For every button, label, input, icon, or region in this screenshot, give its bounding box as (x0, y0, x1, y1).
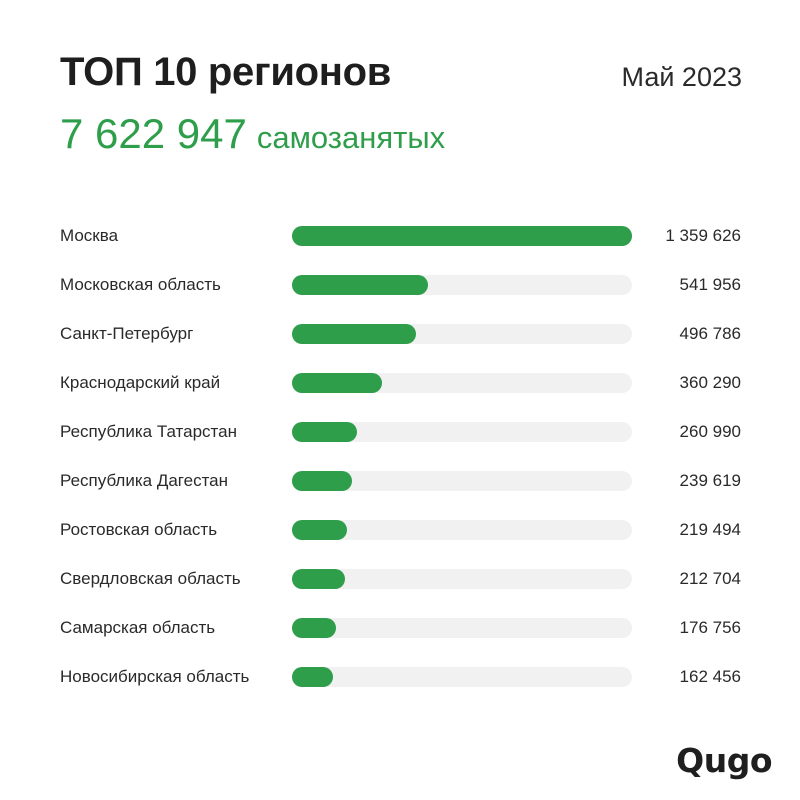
chart-row: Санкт-Петербург 496 786 (60, 310, 745, 358)
bar (292, 226, 632, 246)
bar-track (292, 569, 632, 589)
category-label: Краснодарский край (60, 373, 221, 392)
bar (292, 373, 382, 393)
value-label: 219 494 (679, 520, 741, 539)
value-label: 496 786 (679, 324, 741, 343)
category-label: Ростовская область (60, 520, 218, 539)
bar-track (292, 471, 632, 491)
total-value: 7 622 947 (60, 110, 247, 157)
chart-row: Москва 1 359 626 (60, 212, 745, 260)
value-label: 162 456 (679, 667, 741, 686)
category-label: Свердловская область (60, 569, 241, 588)
bar-track (292, 324, 632, 344)
bar (292, 667, 333, 687)
total-unit: самозанятых (256, 120, 446, 155)
value-label: 1 359 626 (665, 226, 741, 245)
category-label: Московская область (60, 275, 221, 294)
value-label: 360 290 (679, 373, 741, 392)
category-label: Республика Татарстан (60, 422, 237, 441)
regions-bar-chart: Москва 1 359 626 Московская область 541 956… (60, 212, 745, 702)
category-label: Новосибирская область (60, 667, 250, 686)
bar-track (292, 618, 632, 638)
bar (292, 569, 345, 589)
report-date: Май 2023 (621, 62, 742, 92)
value-label: 541 956 (679, 275, 741, 294)
bar-track (292, 226, 632, 246)
value-label: 260 990 (679, 422, 741, 441)
chart-row: Краснодарский край 360 290 (60, 359, 745, 407)
category-label: Москва (60, 226, 119, 245)
bar (292, 275, 428, 295)
bar (292, 520, 347, 540)
bar-track (292, 373, 632, 393)
category-label: Санкт-Петербург (60, 324, 194, 343)
category-label: Республика Дагестан (60, 471, 229, 490)
chart-row: Самарская область 176 756 (60, 604, 745, 652)
bar-track (292, 667, 632, 687)
chart-row: Свердловская область 212 704 (60, 555, 745, 603)
qugo-logo: Qugo (676, 741, 772, 780)
page-title: ТОП 10 регионов (60, 50, 392, 94)
chart-row: Республика Дагестан 239 619 (60, 457, 745, 505)
bar (292, 618, 336, 638)
total-count: 7 622 947 самозанятых (60, 110, 445, 158)
chart-row: Ростовская область 219 494 (60, 506, 745, 554)
chart-row: Московская область 541 956 (60, 261, 745, 309)
category-label: Самарская область (60, 618, 216, 637)
value-label: 212 704 (679, 569, 741, 588)
bar-track (292, 275, 632, 295)
bar (292, 422, 357, 442)
bar-track (292, 520, 632, 540)
bar-track (292, 422, 632, 442)
value-label: 176 756 (679, 618, 741, 637)
bar (292, 471, 352, 491)
value-label: 239 619 (679, 471, 741, 490)
chart-row: Новосибирская область 162 456 (60, 653, 745, 701)
chart-row: Республика Татарстан 260 990 (60, 408, 745, 456)
bar (292, 324, 416, 344)
